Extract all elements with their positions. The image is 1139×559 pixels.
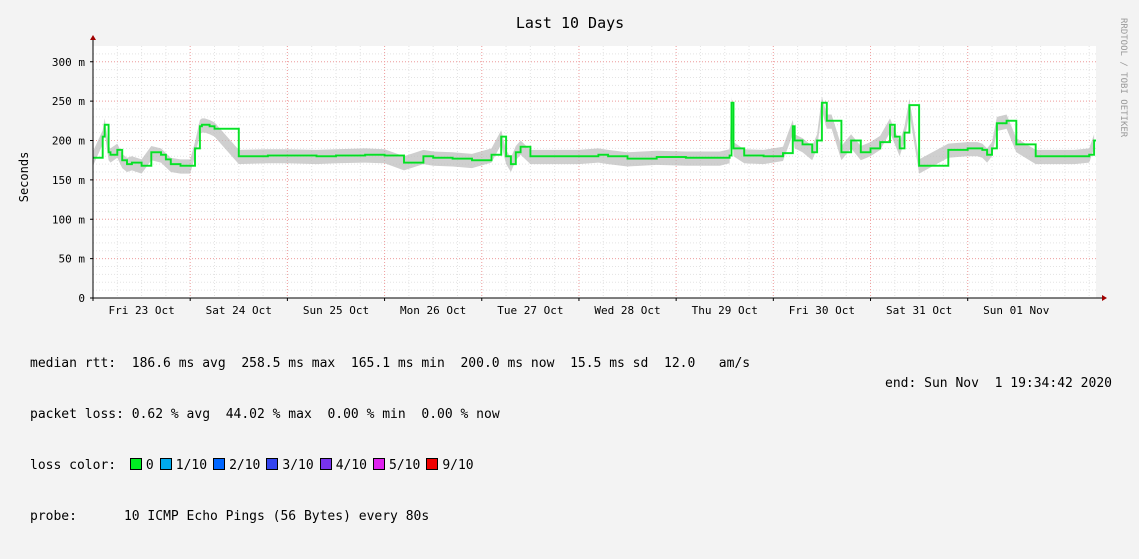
loss-color-swatch (213, 458, 226, 470)
loss-color-swatch (319, 458, 332, 470)
x-tick-label: Fri 30 Oct (789, 304, 855, 317)
packet-loss-now: 0.00 % now (421, 407, 500, 422)
median-rtt-line-group (93, 101, 1096, 167)
y-tick-label: 50 m (59, 253, 86, 266)
x-tick-label: Wed 28 Oct (594, 304, 660, 317)
median-rtt-row: median rtt: 186.6 ms avg 258.5 ms max 16… (30, 355, 750, 372)
axis-labels: 0 50 m 100 m 150 m 200 m 250 m 300 m Fri 23 Oct… (52, 56, 1050, 317)
x-tick-label: Sat 24 Oct (206, 304, 272, 317)
loss-color-row: loss color: 0 1/10 2/10 3/10 4/10 5/10 9/10 (30, 457, 750, 474)
y-tick-label: 100 m (52, 213, 85, 226)
y-tick-label: 200 m (52, 135, 85, 148)
loss-color-item: 3/10 (260, 458, 314, 473)
loss-color-item: 0 (124, 458, 154, 473)
y-tick-label: 0 (78, 292, 85, 305)
probe-text: 10 ICMP Echo Pings (56 Bytes) every 80s (123, 509, 430, 524)
median-rtt-max: 258.5 ms max (241, 356, 336, 371)
median-rtt-now: 200.0 ms now (460, 356, 555, 371)
loss-color-item: 1/10 (154, 458, 207, 473)
loss-color-item-label: 0 (145, 458, 154, 473)
loss-color-item-label: 5/10 (389, 458, 421, 473)
loss-color-item-label: 9/10 (442, 458, 474, 473)
end-timestamp: end: Sun Nov 1 19:34:42 2020 (885, 376, 1112, 391)
packet-loss-min: 0.00 % min (327, 407, 406, 422)
axes (90, 35, 1107, 301)
x-tick-label: Sun 01 Nov (983, 304, 1050, 317)
loss-color-item-label: 3/10 (282, 458, 314, 473)
loss-color-swatch (129, 458, 142, 470)
y-axis-arrow (90, 35, 96, 40)
x-axis-arrow (1102, 295, 1107, 301)
loss-color-item: 2/10 (207, 458, 260, 473)
median-rtt-am: 12.0 (664, 356, 696, 371)
y-axis-label: Seconds (17, 152, 31, 203)
rtt-spread-area (93, 96, 1095, 174)
packet-loss-max: 44.02 % max (225, 407, 312, 422)
y-tick-label: 300 m (52, 56, 85, 69)
packet-loss-row: packet loss: 0.62 % avg 44.02 % max 0.00… (30, 406, 750, 423)
rrdtool-watermark: RRDTOOL / TOBI OETIKER (1118, 18, 1128, 138)
loss-color-swatch (426, 458, 439, 470)
x-tick-label: Fri 23 Oct (108, 304, 174, 317)
stats-block: median rtt: 186.6 ms avg 258.5 ms max 16… (30, 321, 750, 559)
loss-color-item: 4/10 (314, 458, 367, 473)
loss-color-item-label: 1/10 (175, 458, 208, 473)
packet-loss-label: packet loss: (30, 407, 124, 422)
median-rtt-sd: 15.5 ms sd (570, 356, 649, 371)
median-rtt-min: 165.1 ms min (350, 356, 445, 371)
loss-color-item-label: 4/10 (335, 458, 367, 473)
median-rtt-avg: 186.6 ms avg (131, 356, 226, 371)
loss-color-swatch (159, 458, 172, 470)
x-tick-label: Thu 29 Oct (692, 304, 758, 317)
x-tick-label: Sat 31 Oct (886, 304, 952, 317)
grid-lines (92, 46, 1096, 298)
chart-root: 0 50 m 100 m 150 m 200 m 250 m 300 m Fri 23 Oct… (17, 14, 1128, 524)
median-rtt-label: median rtt: (30, 356, 117, 371)
x-tick-label: Tue 27 Oct (497, 304, 563, 317)
y-tick-label: 250 m (52, 95, 85, 108)
y-tick-label: 150 m (52, 174, 85, 187)
median-rtt-am-unit: am/s (718, 356, 751, 371)
probe-label: probe: (30, 509, 77, 524)
loss-color-item-label: 2/10 (229, 458, 261, 473)
rtt-spread-band (93, 96, 1095, 174)
median-rtt-line (93, 101, 1096, 167)
loss-color-swatch (266, 458, 279, 470)
loss-color-item: 5/10 (367, 458, 420, 473)
loss-color-label: loss color: (30, 458, 117, 473)
x-tick-label: Sun 25 Oct (303, 304, 369, 317)
x-tick-label: Mon 26 Oct (400, 304, 466, 317)
loss-color-legend: 0 1/10 2/10 3/10 4/10 5/10 9/10 (124, 458, 474, 473)
packet-loss-avg: 0.62 % avg (131, 407, 211, 422)
loss-color-swatch (373, 458, 385, 470)
loss-color-item: 9/10 (420, 458, 474, 473)
probe-row: probe: 10 ICMP Echo Pings (56 Bytes) eve… (30, 508, 750, 525)
chart-title: Last 10 Days (516, 14, 624, 32)
chart-svg: 0 50 m 100 m 150 m 200 m 250 m 300 m Fri 23 Oct… (17, 14, 1128, 317)
